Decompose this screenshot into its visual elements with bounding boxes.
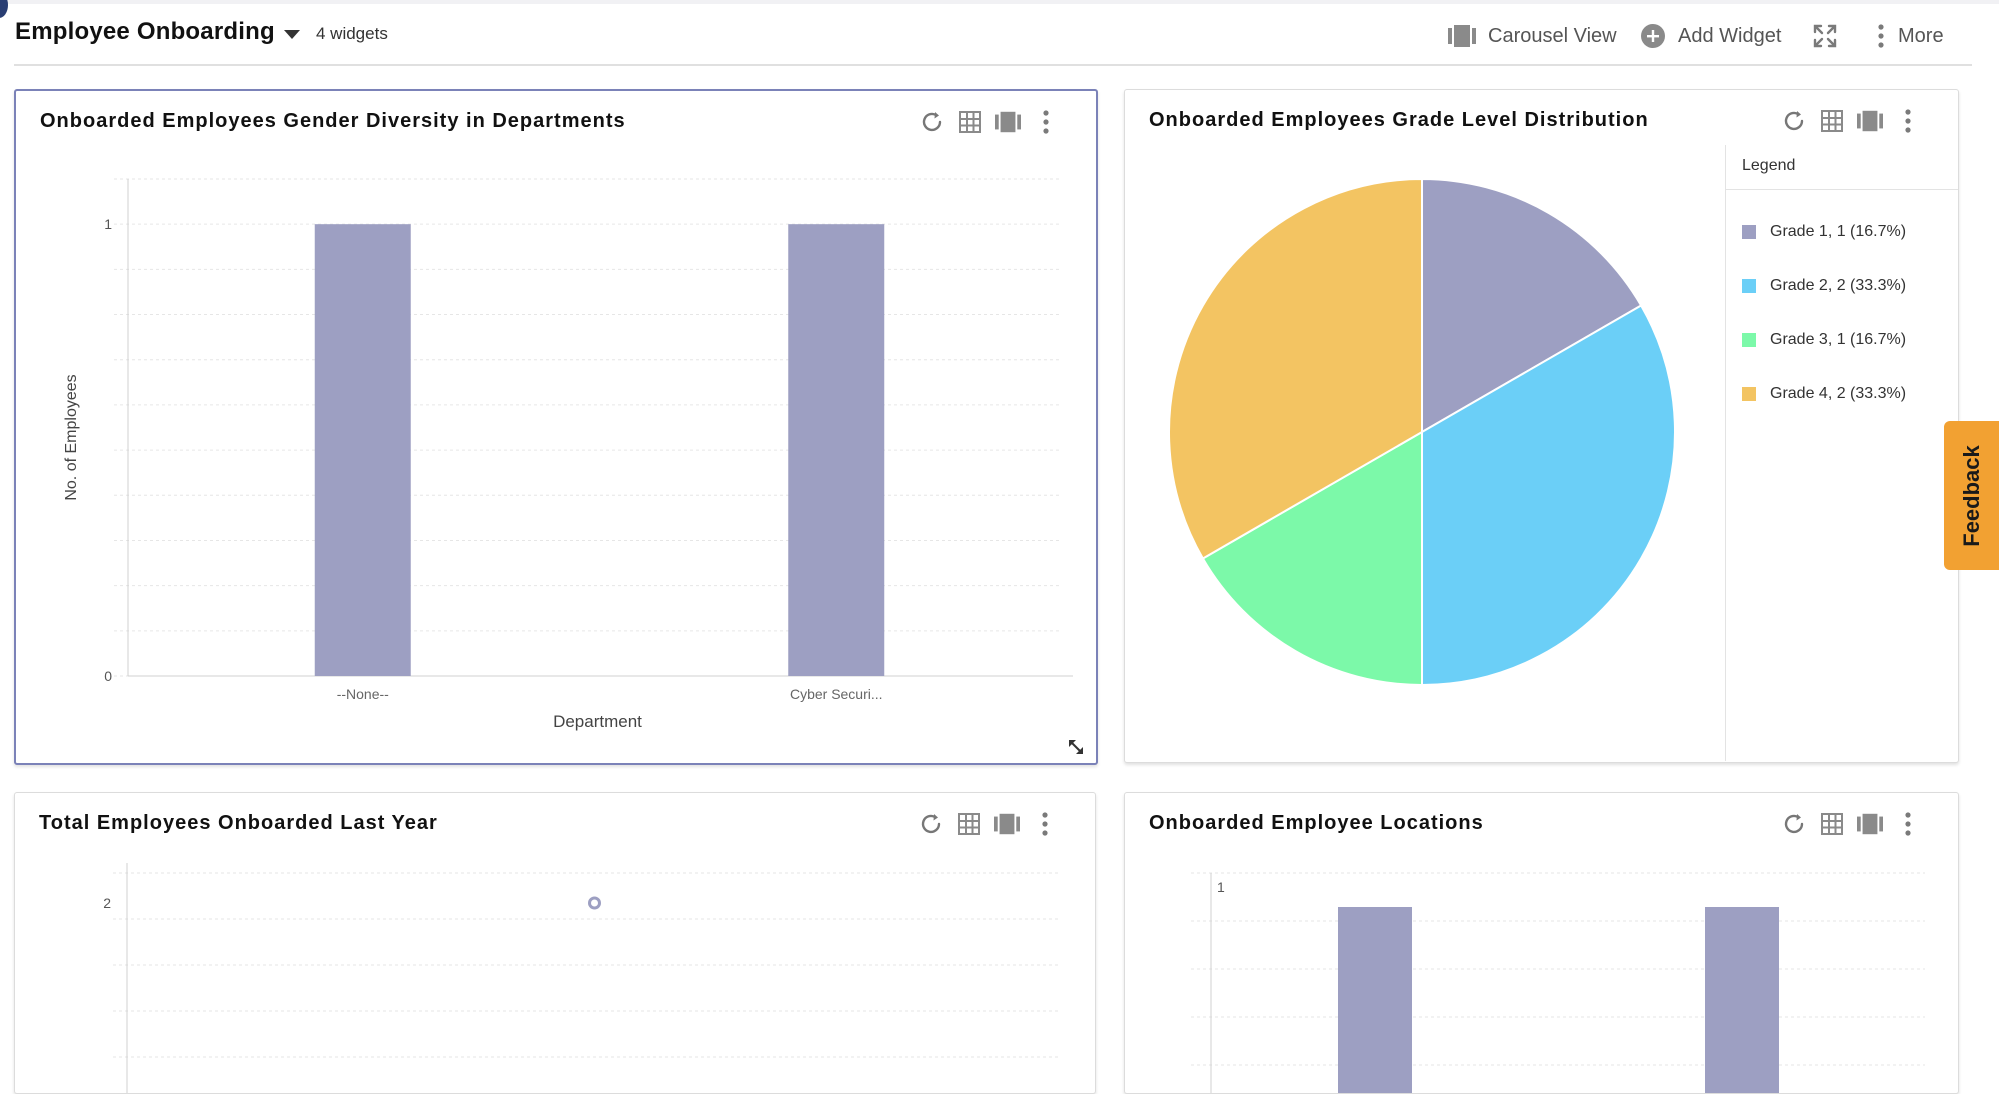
legend-label: Grade 4, 2 (33.3%) (1770, 385, 1907, 402)
kebab-icon[interactable] (1032, 811, 1058, 837)
add-widget-label: Add Widget (1678, 24, 1782, 47)
widget-title: Onboarded Employee Locations (1149, 812, 1484, 834)
y-tick-label: 0 (104, 668, 112, 684)
more-button[interactable]: More (1876, 21, 1944, 51)
more-label: More (1898, 24, 1944, 47)
grid-icon[interactable] (956, 811, 982, 837)
kebab-icon (1876, 23, 1886, 49)
refresh-icon[interactable] (918, 811, 944, 837)
legend-swatch (1742, 387, 1756, 401)
carousel-view-button[interactable]: Carousel View (1448, 21, 1617, 51)
kebab-icon[interactable] (1033, 109, 1059, 135)
carousel-icon[interactable] (995, 109, 1021, 135)
pie-slice (1421, 304, 1676, 687)
widget-title: Onboarded Employees Gender Diversity in … (40, 110, 626, 132)
widget-toolbar (1781, 108, 1921, 134)
refresh-icon[interactable] (1781, 811, 1807, 837)
pie-slice (1201, 430, 1423, 687)
dashboard-title: Employee Onboarding (15, 18, 275, 45)
pie-slice (1421, 177, 1643, 434)
carousel-view-label: Carousel View (1488, 24, 1617, 47)
bar (1338, 907, 1412, 1093)
legend-swatch (1742, 333, 1756, 347)
widget-title: Total Employees Onboarded Last Year (39, 812, 438, 834)
fullscreen-button[interactable] (1812, 21, 1838, 51)
bar (314, 224, 411, 676)
widget-grade-distribution[interactable]: Onboarded Employees Grade Level Distribu… (1124, 89, 1959, 763)
legend-item[interactable]: Grade 3, 1 (16.7%) (1742, 331, 1906, 349)
legend-divider (1726, 189, 1958, 190)
widget-count: 4 widgets (316, 24, 388, 43)
y-tick-label: 2 (103, 895, 111, 911)
add-circle-icon (1640, 23, 1666, 49)
pie-legend: Legend Grade 1, 1 (16.7%) Grade 2, 2 (33.… (1725, 145, 1958, 761)
x-axis-label: Department (553, 712, 642, 731)
dashboard-dropdown-icon[interactable] (284, 30, 300, 39)
pie-slice (1168, 177, 1423, 560)
feedback-tab[interactable]: Feedback (1944, 421, 1999, 570)
x-tick-label: --None-- (337, 686, 389, 702)
widget-toolbar (919, 109, 1059, 135)
carousel-icon (1448, 24, 1476, 48)
legend-label: Grade 2, 2 (33.3%) (1770, 277, 1907, 294)
expand-icon (1812, 23, 1838, 49)
widget-toolbar (918, 811, 1058, 837)
dashboard-header: Employee Onboarding 4 widgets Carousel V… (14, 8, 1972, 66)
legend-title: Legend (1742, 157, 1796, 174)
y-axis-label: No. of Employees (63, 374, 80, 500)
resize-icon[interactable] (1066, 737, 1086, 757)
kebab-icon[interactable] (1895, 108, 1921, 134)
kebab-icon[interactable] (1895, 811, 1921, 837)
widget-total-employees[interactable]: Total Employees Onboarded Last Year 2 (14, 792, 1096, 1094)
total-employees-chart: 2 (103, 863, 1060, 1093)
widget-title: Onboarded Employees Grade Level Distribu… (1149, 109, 1649, 131)
carousel-icon[interactable] (1857, 811, 1883, 837)
feedback-label: Feedback (1958, 444, 1984, 547)
legend-item[interactable]: Grade 4, 2 (33.3%) (1742, 385, 1906, 403)
grid-icon[interactable] (957, 109, 983, 135)
y-tick-label: 1 (104, 216, 112, 232)
carousel-icon[interactable] (994, 811, 1020, 837)
widget-gender-diversity[interactable]: Onboarded Employees Gender Diversity in … (14, 89, 1098, 765)
data-point (588, 896, 601, 910)
gender-bar-chart: 0 1 --None-- Cyber Securi... Department No. o… (63, 178, 1073, 731)
corner-indicator (0, 0, 8, 18)
grid-icon[interactable] (1819, 811, 1845, 837)
widget-toolbar (1781, 811, 1921, 837)
grade-pie-chart (1168, 177, 1676, 687)
locations-bar-chart: 1 (1191, 872, 1925, 1093)
widget-employee-locations[interactable]: Onboarded Employee Locations 1 (1124, 792, 1959, 1094)
legend-label: Grade 1, 1 (16.7%) (1770, 223, 1907, 240)
legend-label: Grade 3, 1 (16.7%) (1770, 331, 1907, 348)
bar (1705, 907, 1779, 1093)
x-tick-label: Cyber Securi... (790, 686, 883, 702)
refresh-icon[interactable] (1781, 108, 1807, 134)
add-widget-button[interactable]: Add Widget (1640, 21, 1781, 51)
carousel-icon[interactable] (1857, 108, 1883, 134)
legend-swatch (1742, 279, 1756, 293)
grid-icon[interactable] (1819, 108, 1845, 134)
bar (788, 224, 885, 676)
top-strip (0, 0, 1999, 4)
legend-swatch (1742, 225, 1756, 239)
y-tick-label: 1 (1217, 879, 1225, 895)
legend-item[interactable]: Grade 1, 1 (16.7%) (1742, 223, 1906, 241)
refresh-icon[interactable] (919, 109, 945, 135)
legend-item[interactable]: Grade 2, 2 (33.3%) (1742, 277, 1906, 295)
